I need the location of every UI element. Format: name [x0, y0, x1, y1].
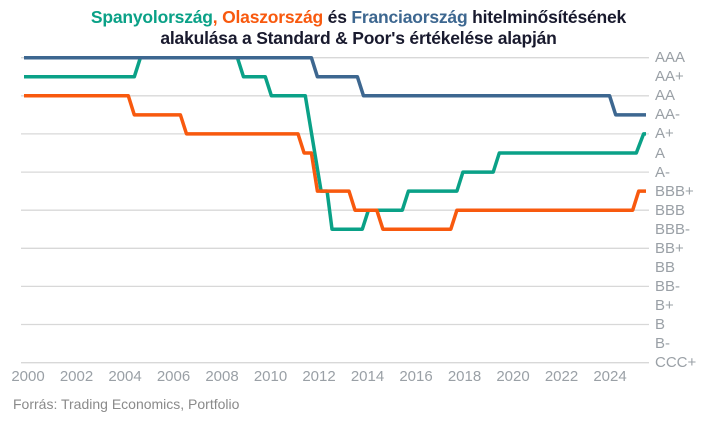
y-axis-label: AA: [655, 87, 676, 105]
y-axis-label: AAA: [655, 49, 686, 67]
x-axis-label: 2004: [108, 368, 142, 385]
source-caption: Forrás: Trading Economics, Portfolio: [13, 396, 240, 412]
y-axis-label: BBB: [655, 201, 686, 219]
y-axis-label: A: [655, 144, 666, 162]
x-axis-label: 2012: [302, 368, 336, 385]
x-axis-label: 2000: [11, 368, 45, 385]
y-axis-label: B: [655, 316, 666, 333]
x-axis-label: 2002: [59, 368, 94, 385]
title-spain: Spanyolország: [90, 7, 213, 27]
y-axis-label: BBB+: [655, 182, 694, 200]
y-axis-label: B+: [655, 297, 674, 314]
y-axis-label: A+: [655, 125, 674, 143]
france-line: [24, 55, 646, 117]
y-axis-label: BBB-: [655, 220, 691, 238]
x-axis-label: 2016: [399, 368, 433, 385]
y-axis-label: A-: [655, 163, 670, 181]
y-axis-label: AA+: [655, 68, 684, 86]
title-italy: , Olaszország: [212, 7, 323, 27]
x-axis-label: 2008: [205, 368, 239, 385]
title-france: Franciaország: [351, 7, 468, 27]
x-axis-labels: 2000 2002 2004 2006 2008 2010 2012 2014 2016 2018…: [0, 368, 717, 388]
y-axis-label: AA-: [655, 106, 681, 124]
title-suffix: hitelminősítésének: [467, 7, 627, 27]
title-line2: alakulása a Standard & Poor's értékelése…: [160, 28, 557, 48]
chart-title: Spanyolország, Olaszország és Franciaors…: [0, 7, 717, 49]
x-axis-label: 2018: [447, 368, 482, 385]
y-axis-label: B-: [655, 335, 670, 353]
x-axis-label: 2014: [350, 368, 385, 385]
y-axis-label: BB: [655, 258, 676, 276]
x-axis-label: 2024: [593, 368, 627, 385]
x-axis-label: 2006: [156, 368, 191, 385]
x-axis-label: 2020: [496, 368, 530, 385]
spain-line: [24, 55, 646, 231]
italy-line: [24, 94, 646, 231]
y-axis-label: BB+: [655, 239, 684, 257]
y-axis-labels: AAA AA+ AA AA- A+ A A- BBB+ BBB BBB- BB+ BB BB- B+ B B-…: [655, 0, 715, 423]
y-axis-label: CCC+: [655, 354, 697, 372]
x-axis-label: 2010: [253, 368, 288, 385]
y-axis-label: BB-: [655, 277, 681, 295]
title-connector: és: [323, 7, 352, 27]
x-axis-label: 2022: [544, 368, 579, 385]
